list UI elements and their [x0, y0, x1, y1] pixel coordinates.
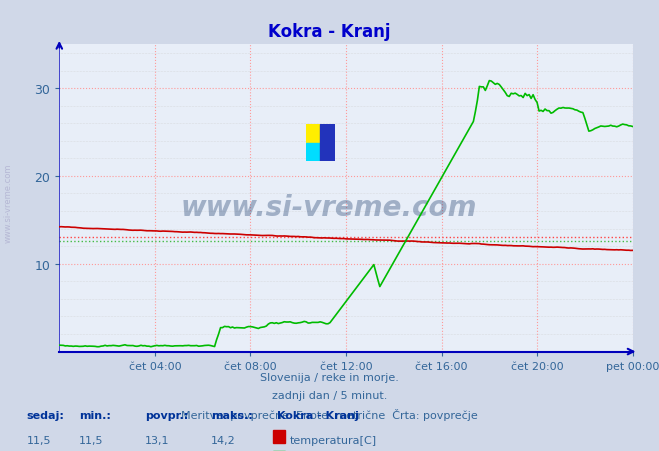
Text: 13,1: 13,1	[145, 435, 169, 445]
Text: Meritve: povprečne  Enote: metrične  Črta: povprečje: Meritve: povprečne Enote: metrične Črta:…	[181, 408, 478, 420]
Text: zadnji dan / 5 minut.: zadnji dan / 5 minut.	[272, 390, 387, 400]
Text: temperatura[C]: temperatura[C]	[290, 435, 377, 445]
Text: maks.:: maks.:	[211, 410, 252, 420]
Text: 14,2: 14,2	[211, 435, 236, 445]
Text: Kokra - Kranj: Kokra - Kranj	[268, 23, 391, 41]
Text: www.si-vreme.com: www.si-vreme.com	[181, 193, 477, 221]
Text: Slovenija / reke in morje.: Slovenija / reke in morje.	[260, 372, 399, 382]
Text: povpr.:: povpr.:	[145, 410, 188, 420]
Text: min.:: min.:	[79, 410, 111, 420]
Text: 11,5: 11,5	[26, 435, 51, 445]
Text: 11,5: 11,5	[79, 435, 103, 445]
Text: www.si-vreme.com: www.si-vreme.com	[3, 163, 13, 243]
Text: Kokra - Kranj: Kokra - Kranj	[277, 410, 358, 420]
Text: sedaj:: sedaj:	[26, 410, 64, 420]
